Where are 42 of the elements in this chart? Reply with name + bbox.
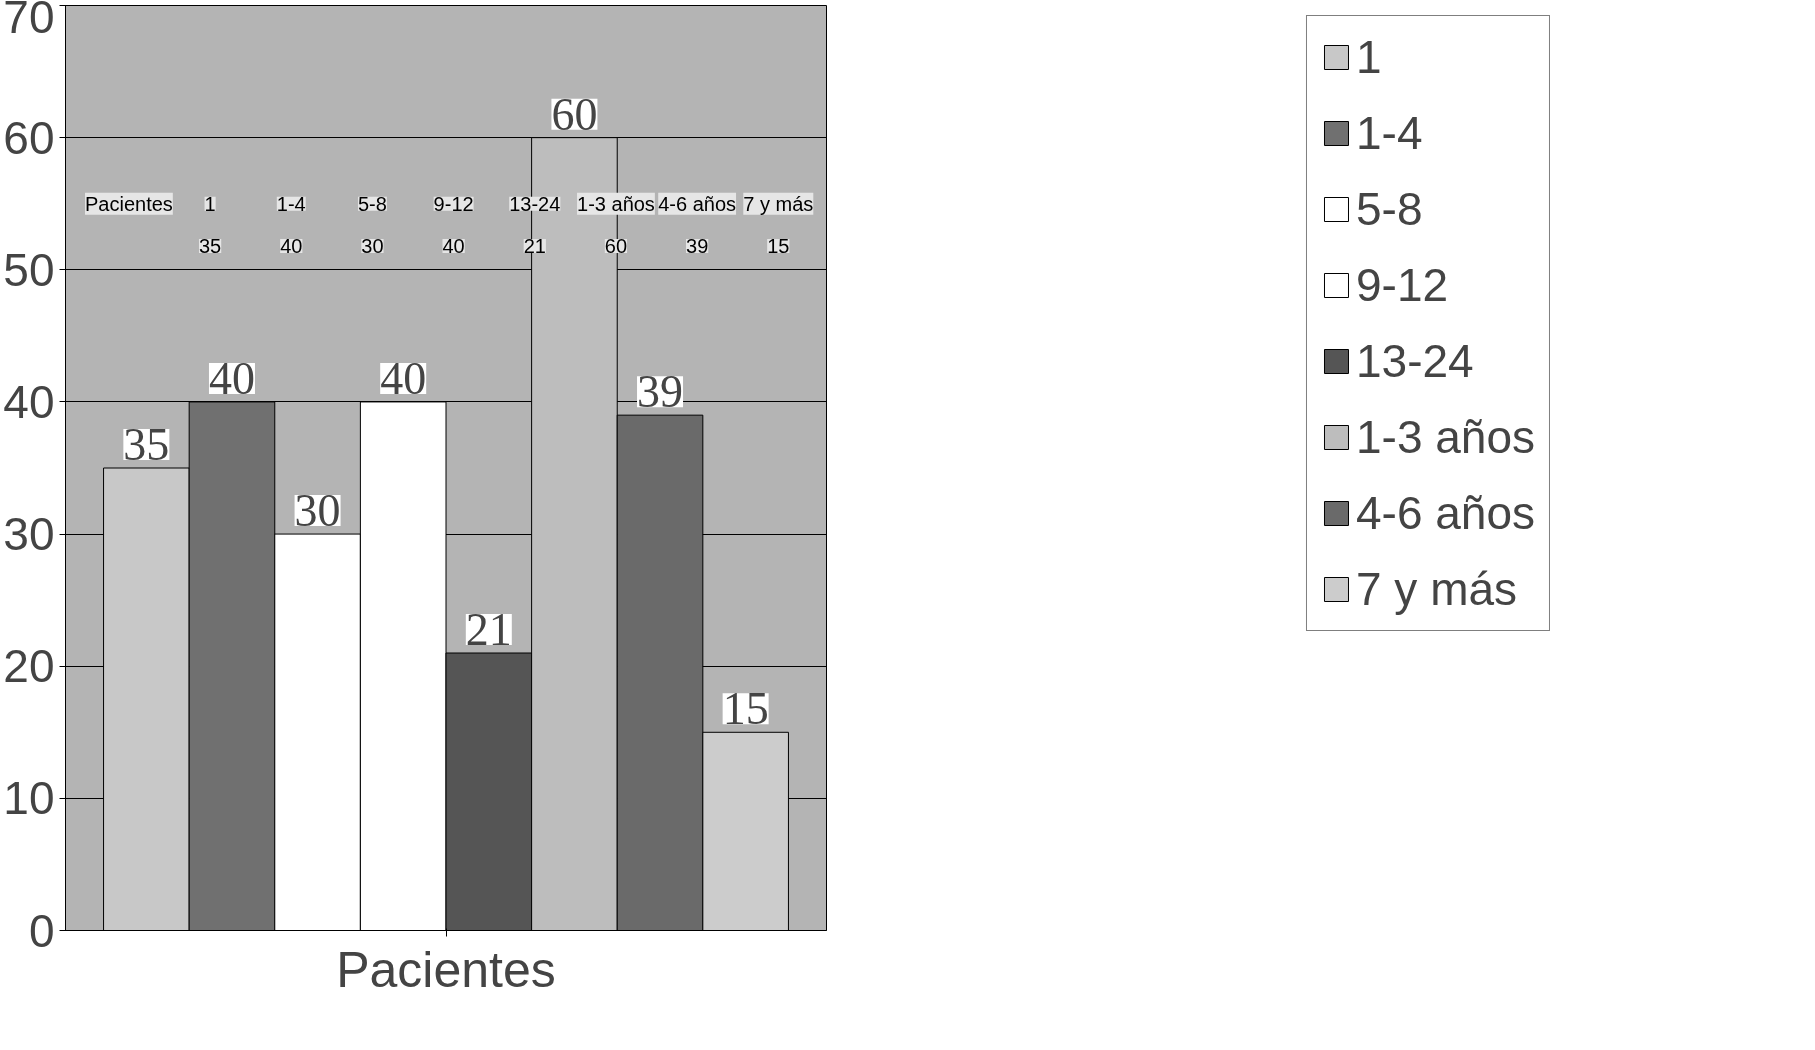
y-tick-label: 20 [3,640,55,693]
annotation: 4-6 años [658,192,737,215]
legend-label: 1-4 [1355,106,1423,160]
annotation: 9-12 [433,192,474,215]
y-tick-label: 30 [3,508,55,561]
annotation: 5-8 [357,192,387,215]
y-tick-label: 60 [3,111,55,164]
legend-label: 9-12 [1355,258,1449,312]
legend-label: 1 [1355,30,1382,84]
legend-label: 1-3 años [1355,410,1535,464]
annotation: 40 [280,235,303,257]
annotation: Pacientes [85,192,173,215]
annotation: 13-24 [509,192,561,215]
data-label: 40 [380,352,427,404]
legend-label: 5-8 [1355,182,1423,236]
annotation: 1 [204,192,216,215]
annotation: 7 y más [743,192,814,215]
y-tick-label: 10 [3,772,55,825]
y-tick-label: 50 [3,243,55,296]
annotation: 15 [767,235,790,257]
data-label: 35 [123,419,170,470]
x-axis-title: Pacientes [336,941,556,998]
annotation: 1-4 [276,192,306,215]
legend-label: 7 y más [1355,562,1518,616]
legend-label: 4-6 años [1355,486,1535,540]
annotation: 30 [361,235,384,257]
annotation: 1-3 años [577,192,655,215]
data-label: 21 [465,604,512,655]
legend-label: 13-24 [1355,334,1474,388]
data-label: 15 [722,683,769,735]
data-label: 60 [551,88,598,140]
y-tick-label: 0 [28,904,55,957]
annotation: 40 [442,235,465,257]
y-tick-label: 70 [3,0,55,43]
annotation: 35 [198,235,222,257]
y-tick-label: 40 [3,375,55,428]
annotation: 39 [686,235,709,257]
data-label: 39 [637,366,684,418]
annotation: 21 [523,235,546,257]
annotation: 60 [604,235,628,257]
data-label: 30 [294,485,341,537]
data-label: 40 [208,352,255,404]
